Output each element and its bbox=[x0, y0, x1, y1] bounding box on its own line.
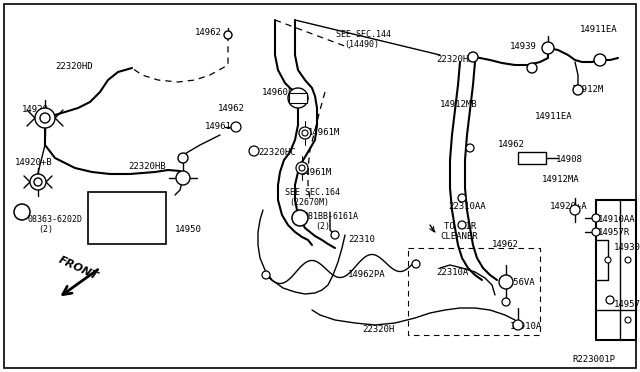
Text: 14962: 14962 bbox=[498, 140, 525, 149]
Circle shape bbox=[625, 317, 631, 323]
Text: CLEANER: CLEANER bbox=[440, 232, 477, 241]
Circle shape bbox=[527, 63, 537, 73]
Circle shape bbox=[466, 144, 474, 152]
Text: 14910A: 14910A bbox=[510, 322, 542, 331]
Circle shape bbox=[299, 127, 311, 139]
Circle shape bbox=[592, 214, 600, 222]
Circle shape bbox=[605, 257, 611, 263]
Circle shape bbox=[299, 165, 305, 171]
Circle shape bbox=[35, 108, 55, 128]
Circle shape bbox=[570, 205, 580, 215]
Circle shape bbox=[249, 146, 259, 156]
Bar bbox=[518, 152, 546, 164]
Text: 14962: 14962 bbox=[492, 240, 519, 249]
Circle shape bbox=[331, 231, 339, 239]
Text: (2): (2) bbox=[315, 222, 330, 231]
Text: (22670M): (22670M) bbox=[289, 198, 329, 207]
Text: (2): (2) bbox=[38, 225, 53, 234]
Text: 22320HD: 22320HD bbox=[55, 62, 93, 71]
Circle shape bbox=[178, 153, 188, 163]
Bar bbox=[289, 93, 307, 103]
Text: 14960E: 14960E bbox=[262, 88, 294, 97]
Text: TO AIR: TO AIR bbox=[444, 222, 476, 231]
Text: 14957R: 14957R bbox=[598, 228, 630, 237]
Text: R223001P: R223001P bbox=[572, 355, 615, 364]
Circle shape bbox=[458, 221, 466, 229]
Text: 14957U: 14957U bbox=[614, 300, 640, 309]
Text: 14930B: 14930B bbox=[614, 243, 640, 252]
Text: 22310AA: 22310AA bbox=[448, 202, 486, 211]
Circle shape bbox=[224, 31, 232, 39]
Text: 22320HB: 22320HB bbox=[128, 162, 166, 171]
Text: 14908: 14908 bbox=[556, 155, 583, 164]
Text: 14962: 14962 bbox=[195, 28, 222, 37]
Circle shape bbox=[606, 296, 614, 304]
Text: 14920: 14920 bbox=[22, 105, 49, 114]
Text: 14912MA: 14912MA bbox=[542, 175, 580, 184]
Text: 22310A: 22310A bbox=[436, 268, 468, 277]
Text: SEE SEC.144: SEE SEC.144 bbox=[336, 30, 391, 39]
Text: 14962PA: 14962PA bbox=[348, 270, 386, 279]
Text: 14911EA: 14911EA bbox=[535, 112, 573, 121]
Circle shape bbox=[296, 162, 308, 174]
Circle shape bbox=[513, 320, 523, 330]
Circle shape bbox=[231, 122, 241, 132]
Circle shape bbox=[292, 210, 308, 226]
Circle shape bbox=[14, 204, 30, 220]
Circle shape bbox=[542, 42, 554, 54]
Text: 14961M: 14961M bbox=[308, 128, 340, 137]
Text: 14939: 14939 bbox=[510, 42, 537, 51]
Text: 14961M: 14961M bbox=[300, 168, 332, 177]
Circle shape bbox=[502, 298, 510, 306]
Circle shape bbox=[458, 194, 466, 202]
Text: (14490): (14490) bbox=[344, 40, 379, 49]
Circle shape bbox=[412, 260, 420, 268]
Text: FRONT: FRONT bbox=[56, 254, 99, 282]
Text: 14920+A: 14920+A bbox=[550, 202, 588, 211]
Circle shape bbox=[592, 228, 600, 236]
Text: 14950: 14950 bbox=[175, 225, 202, 234]
Bar bbox=[88, 192, 166, 244]
Text: 14912M: 14912M bbox=[572, 85, 604, 94]
Circle shape bbox=[176, 171, 190, 185]
Text: 14961: 14961 bbox=[205, 122, 232, 131]
Text: 22320HC: 22320HC bbox=[258, 148, 296, 157]
Circle shape bbox=[499, 275, 513, 289]
Text: 22320HA: 22320HA bbox=[436, 55, 474, 64]
Circle shape bbox=[288, 88, 308, 108]
Text: 14920+B: 14920+B bbox=[15, 158, 52, 167]
Text: 08363-6202D: 08363-6202D bbox=[28, 215, 83, 224]
Circle shape bbox=[468, 52, 478, 62]
Text: 14911EA: 14911EA bbox=[580, 25, 618, 34]
Text: 14956VA: 14956VA bbox=[498, 278, 536, 287]
Circle shape bbox=[573, 85, 583, 95]
Circle shape bbox=[34, 178, 42, 186]
Circle shape bbox=[625, 257, 631, 263]
Text: S: S bbox=[19, 208, 25, 217]
Text: 14910AA: 14910AA bbox=[598, 215, 636, 224]
Circle shape bbox=[262, 271, 270, 279]
Text: 081BB-6161A: 081BB-6161A bbox=[303, 212, 358, 221]
Circle shape bbox=[40, 113, 50, 123]
Text: 14962: 14962 bbox=[218, 104, 245, 113]
Text: SEE SEC.164: SEE SEC.164 bbox=[285, 188, 340, 197]
Text: B: B bbox=[297, 214, 303, 222]
Circle shape bbox=[30, 174, 46, 190]
Circle shape bbox=[594, 54, 606, 66]
Text: 22310: 22310 bbox=[348, 235, 375, 244]
Text: 14912MB: 14912MB bbox=[440, 100, 477, 109]
Text: 22320H: 22320H bbox=[362, 325, 394, 334]
Circle shape bbox=[302, 130, 308, 136]
